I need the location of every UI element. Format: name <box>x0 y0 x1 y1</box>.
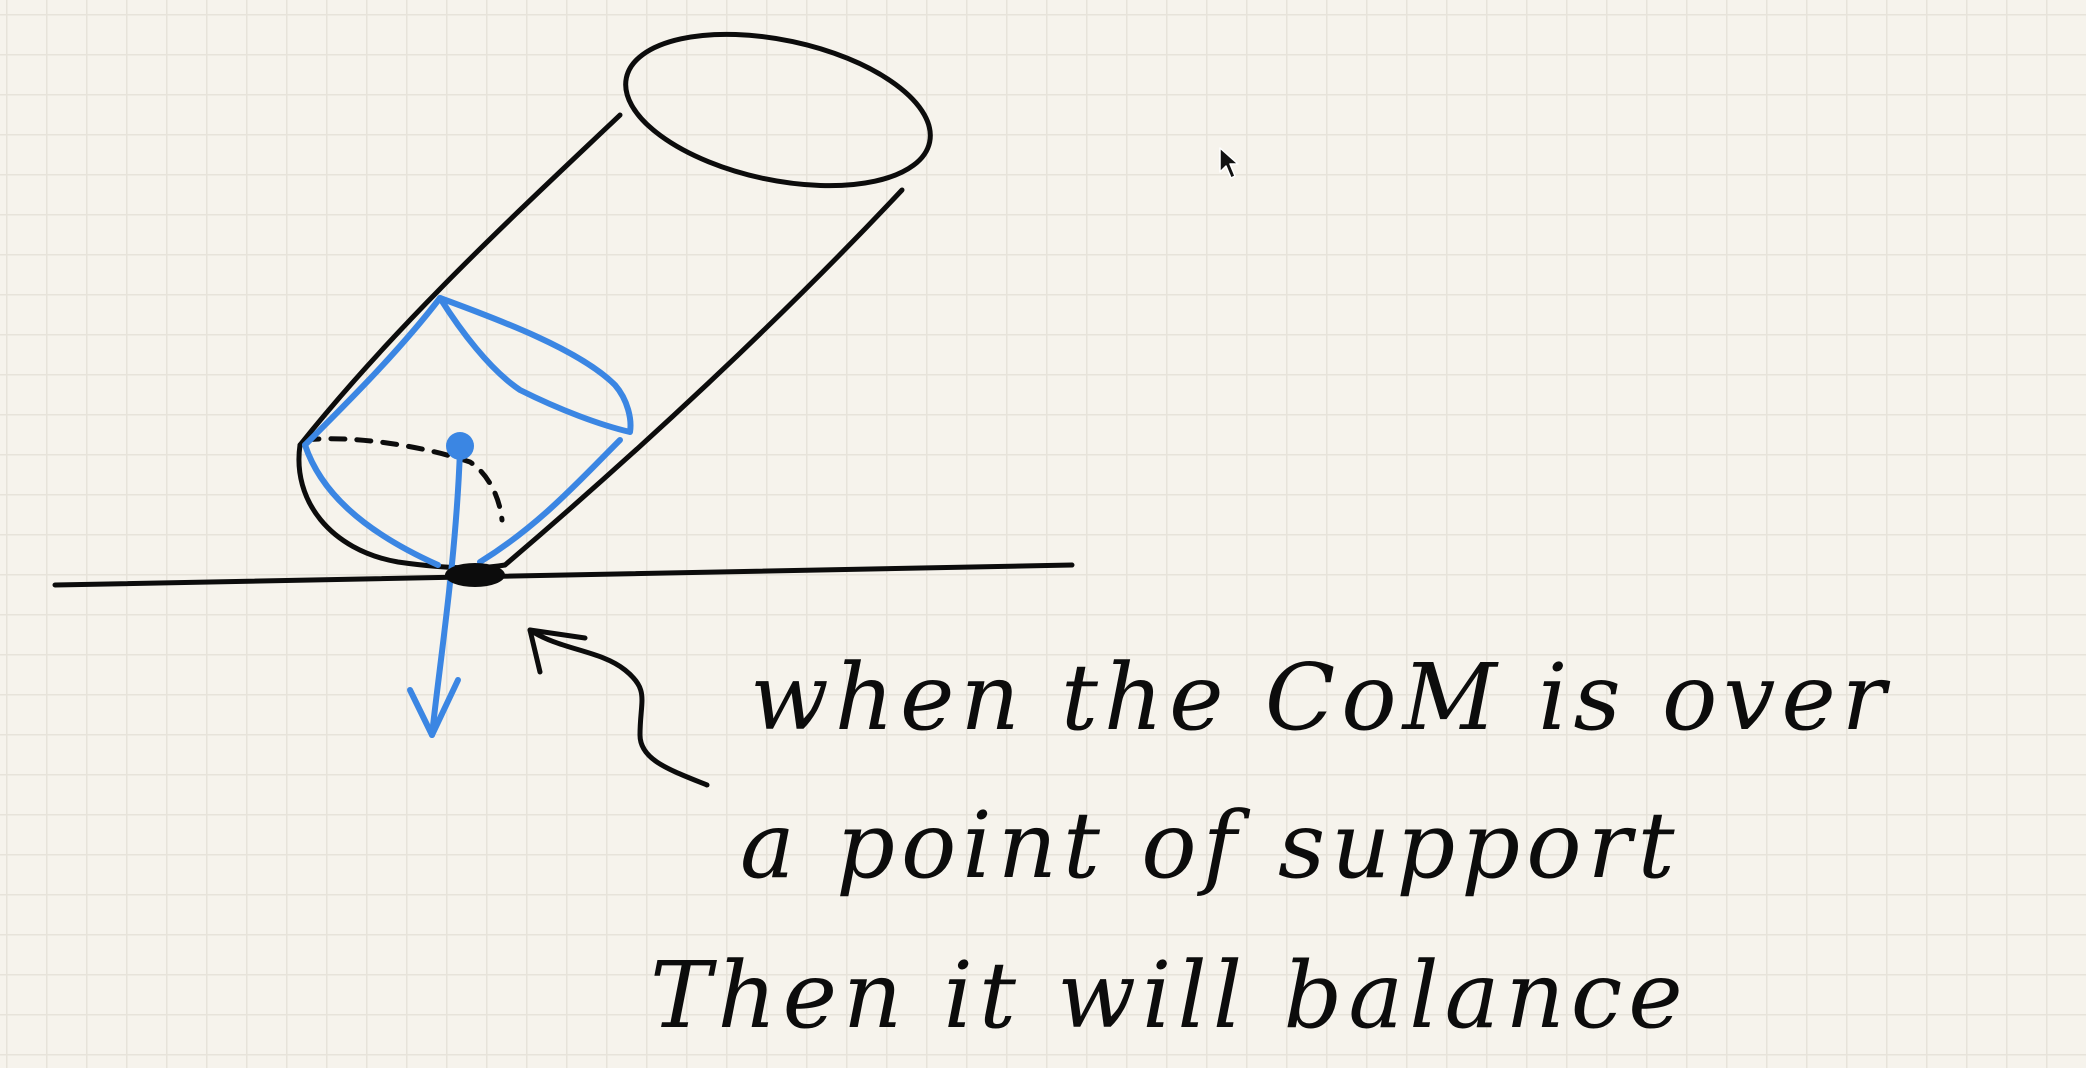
center-of-mass-dot <box>446 432 474 460</box>
cylinder-right-side <box>502 187 905 568</box>
blue-slice-lower-left <box>302 442 441 568</box>
note-line-1: when the CoM is over <box>750 644 1892 751</box>
pointer-arrow-shaft <box>527 627 710 788</box>
mouse-pointer-icon <box>1219 147 1239 179</box>
blue-slice-right-edge <box>477 437 623 565</box>
gravity-arrow-shaft <box>429 447 463 738</box>
cylinder-top-ellipse <box>623 31 933 189</box>
ground-line <box>52 562 1075 588</box>
support-point <box>445 563 505 587</box>
note-line-2: a point of support <box>740 792 1681 899</box>
pointer-arrow-head <box>527 627 588 675</box>
blue-slice-outline <box>437 295 634 435</box>
blue-slice-left-edge <box>302 295 443 448</box>
note-line-3: Then it will balance <box>650 942 1689 1049</box>
cylinder-left-side <box>297 112 623 448</box>
gravity-arrow-head <box>407 677 461 738</box>
